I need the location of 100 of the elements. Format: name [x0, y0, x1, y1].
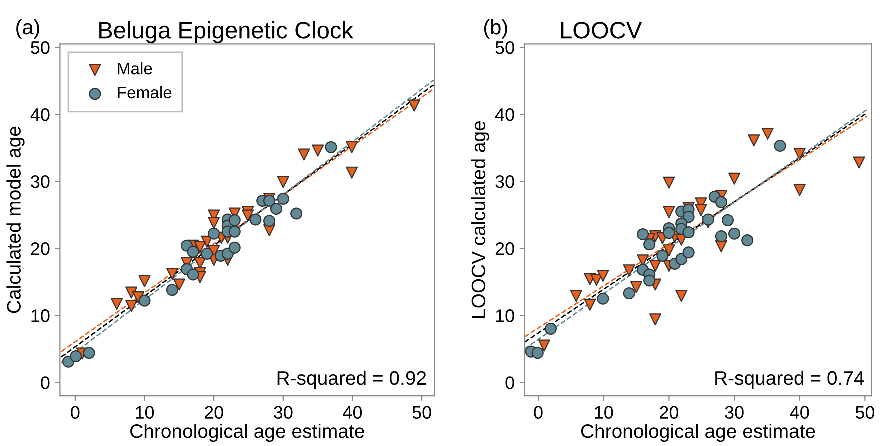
y-tick-label: 40: [30, 108, 50, 122]
point: [644, 238, 656, 251]
x-tick-label: 50: [856, 406, 875, 420]
point: [728, 228, 741, 240]
point: [695, 204, 708, 216]
point: [722, 214, 734, 226]
point: [228, 214, 241, 226]
point: [138, 275, 151, 288]
point: [325, 141, 338, 154]
y-tick-label: 50: [31, 41, 50, 54]
point: [242, 210, 254, 222]
point: [715, 196, 728, 208]
y-tick-label: 0: [506, 376, 514, 390]
y-tick-label: 10: [496, 310, 514, 322]
x-tick-label: 40: [343, 406, 362, 420]
point: [228, 242, 241, 254]
point: [682, 246, 695, 259]
chart-title: LOOCV: [561, 22, 642, 39]
point: [126, 286, 138, 299]
point: [201, 248, 214, 260]
point: [682, 211, 695, 224]
point: [584, 298, 596, 311]
point: [277, 176, 290, 188]
legend-label: Female: [118, 86, 172, 99]
y-tick-label: 30: [496, 175, 514, 188]
point: [544, 323, 557, 336]
point: [111, 298, 124, 310]
point: [532, 347, 544, 360]
point: [794, 148, 806, 160]
point: [644, 274, 656, 287]
point: [597, 292, 610, 305]
point: [83, 347, 96, 360]
point: [623, 287, 636, 300]
point: [346, 141, 358, 154]
y-tick-label: 10: [32, 310, 50, 322]
y-tick-label: 50: [496, 41, 514, 54]
point: [270, 203, 282, 216]
x-tick-label: 0: [71, 406, 80, 420]
point: [649, 260, 662, 272]
point: [298, 148, 310, 161]
point: [663, 244, 676, 257]
x-tick-label: 50: [412, 406, 432, 420]
point: [794, 184, 806, 196]
legend-label: Male: [118, 62, 152, 75]
x-tick-label: 40: [790, 406, 810, 420]
point: [570, 290, 582, 302]
point: [208, 228, 220, 240]
point: [742, 234, 754, 247]
point: [663, 227, 676, 240]
point: [676, 253, 688, 266]
point: [853, 156, 866, 169]
point: [290, 208, 303, 220]
x-tick-label: 0: [534, 406, 543, 420]
x-tick-label: 20: [660, 406, 679, 420]
point: [637, 228, 650, 241]
y-tick-label: 20: [31, 242, 50, 256]
chart-title: Beluga Epigenetic Clock: [100, 21, 354, 44]
y-axis-title: LOOCV calculated age: [471, 122, 490, 318]
point: [676, 290, 688, 302]
annotation: R-squared = 0.74: [716, 370, 864, 390]
point: [597, 270, 610, 282]
point: [187, 268, 200, 281]
point: [277, 192, 290, 206]
text: (a): [16, 19, 40, 39]
x-axis-title: Chronological age estimate: [581, 424, 816, 442]
annotation: R-squared = 0.92: [278, 370, 426, 390]
point: [774, 140, 786, 152]
point: [126, 300, 138, 312]
point: [138, 294, 151, 307]
x-axis-title: Chronological age estimate: [130, 424, 364, 442]
y-tick-label: 20: [496, 242, 514, 256]
y-axis-title: Calculated model age: [6, 126, 25, 314]
x-tick-label: 30: [274, 406, 293, 420]
point: [346, 166, 358, 179]
point: [682, 226, 695, 239]
point: [663, 206, 676, 218]
point: [264, 215, 276, 228]
x-tick-label: 30: [725, 406, 744, 420]
point: [166, 268, 179, 280]
point: [715, 230, 728, 243]
point: [208, 217, 220, 230]
point: [656, 250, 669, 262]
point: [623, 264, 636, 277]
point: [70, 350, 82, 363]
point: [748, 134, 760, 147]
y-tick-label: 40: [495, 108, 514, 122]
point: [250, 214, 262, 226]
point: [312, 144, 324, 157]
point: [194, 241, 206, 254]
point: [663, 176, 676, 189]
y-tick-label: 0: [41, 376, 50, 390]
point: [702, 214, 714, 226]
point: [762, 128, 774, 140]
x-tick-label: 20: [204, 406, 224, 420]
x-tick-label: 10: [595, 406, 614, 420]
point: [166, 284, 179, 296]
point: [649, 314, 662, 326]
y-tick-label: 30: [31, 175, 50, 188]
text: (b): [484, 19, 508, 39]
point: [728, 172, 741, 185]
